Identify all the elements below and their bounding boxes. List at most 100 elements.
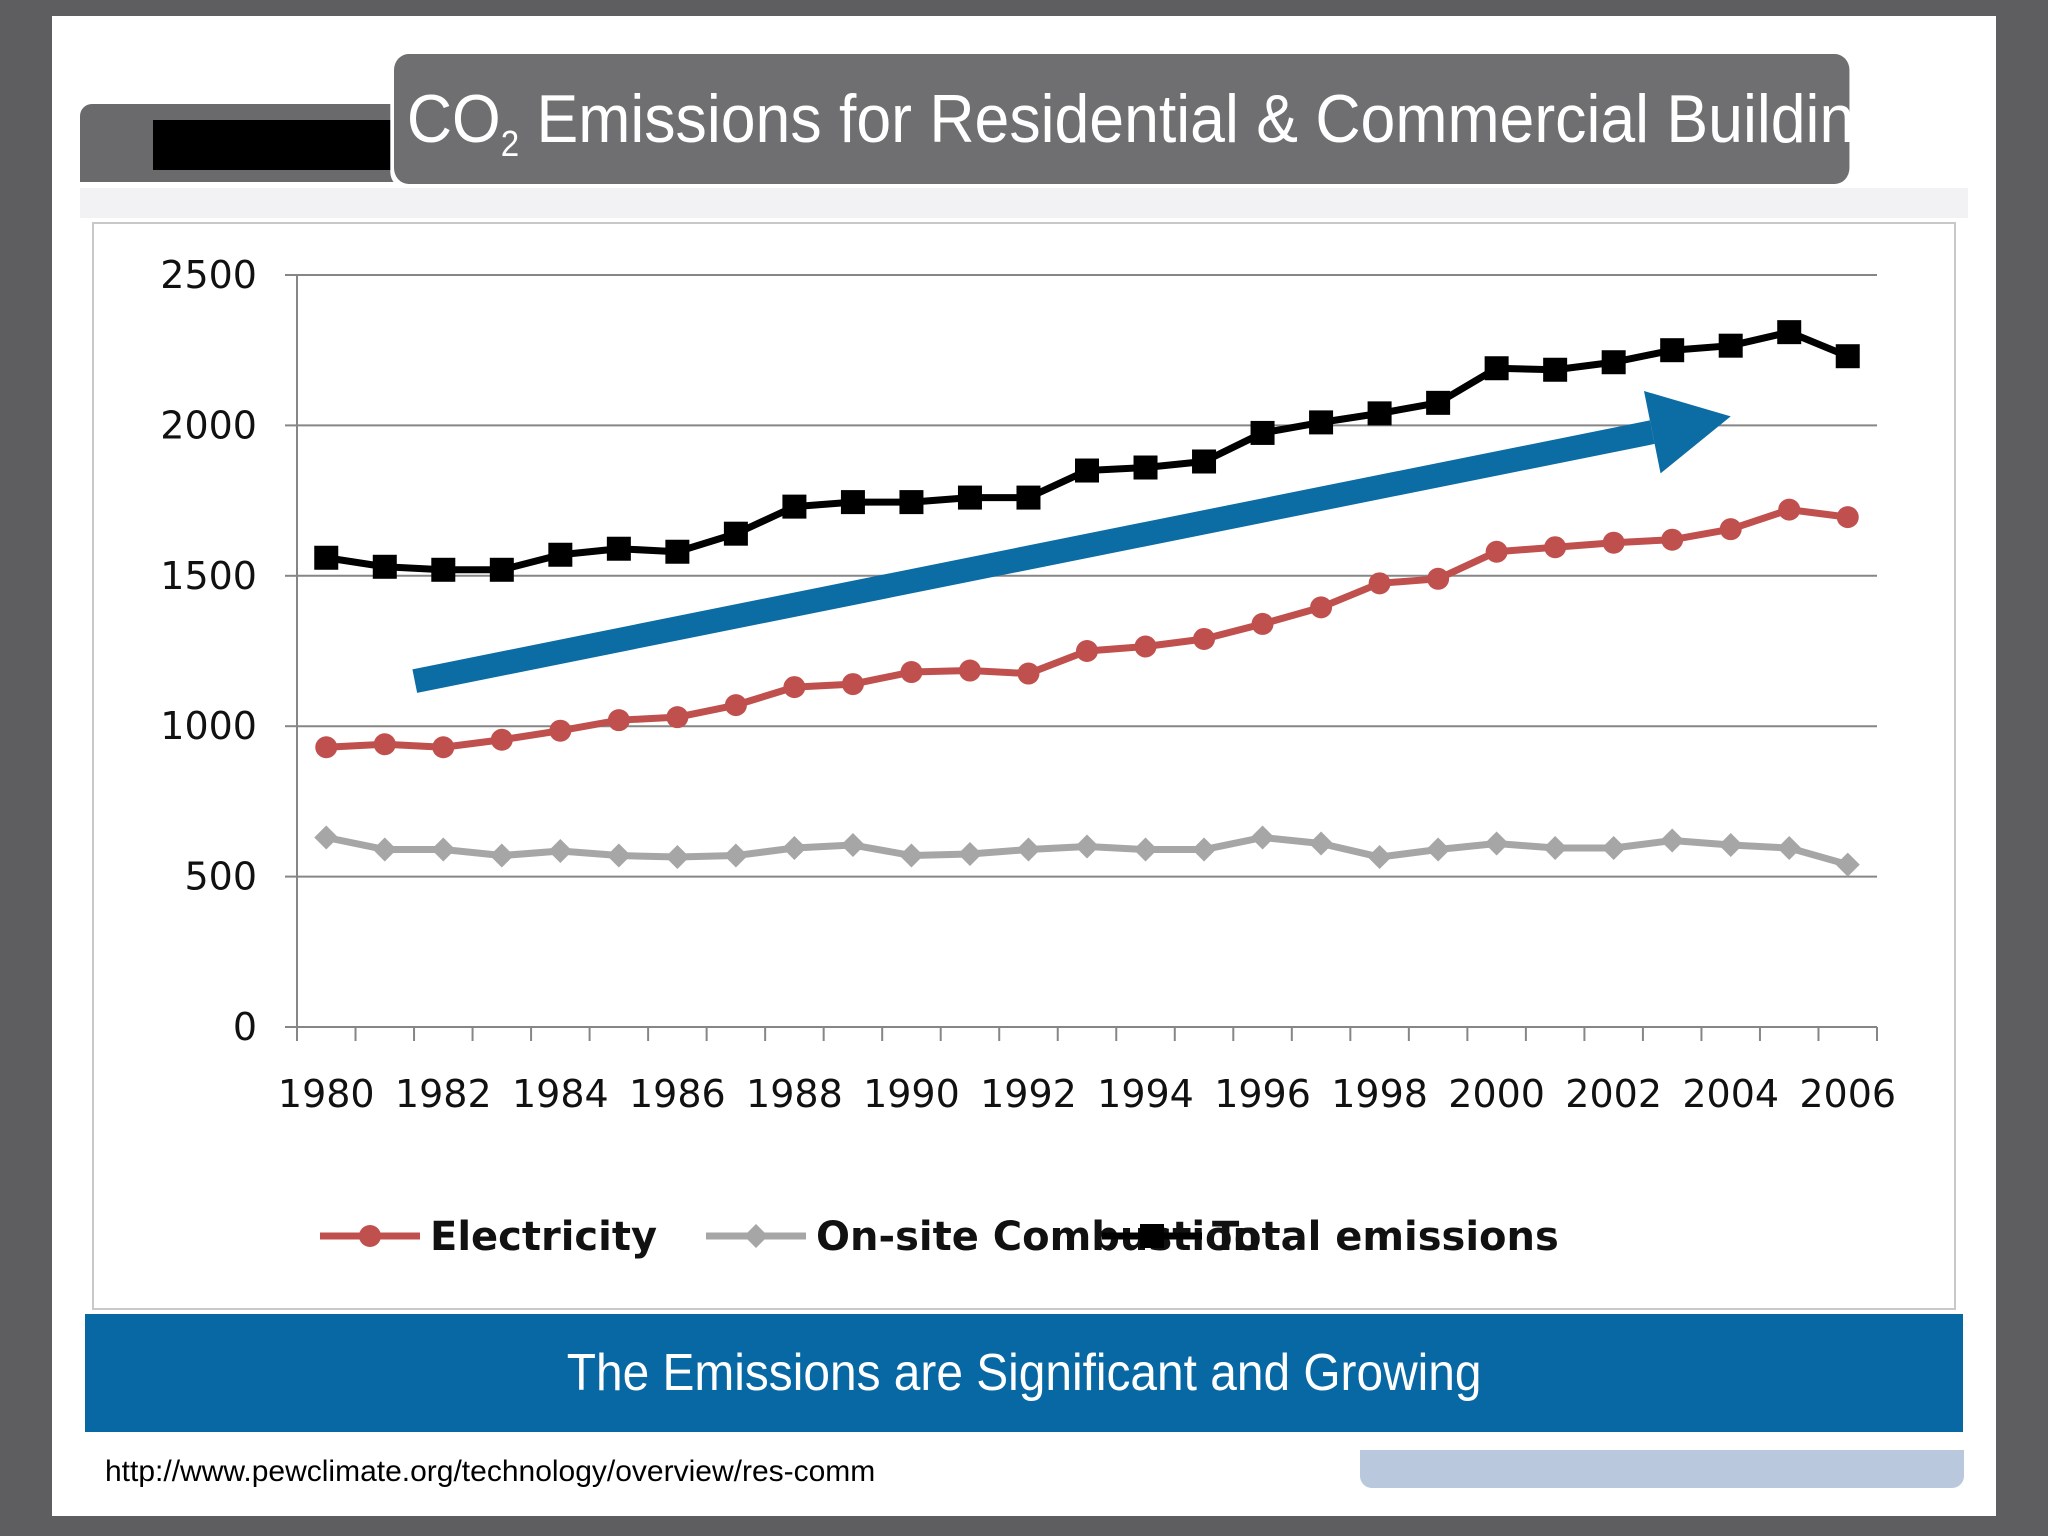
content-strip bbox=[80, 188, 1968, 218]
data-point-0-23 bbox=[1661, 528, 1684, 551]
data-point-1-18 bbox=[1367, 845, 1392, 870]
data-point-2-5 bbox=[606, 536, 631, 561]
x-tick-label-1986: 1986 bbox=[629, 1072, 726, 1116]
x-tick-label-1982: 1982 bbox=[395, 1072, 492, 1116]
data-point-1-22 bbox=[1601, 836, 1626, 861]
data-point-1-2 bbox=[431, 837, 456, 862]
data-point-0-18 bbox=[1368, 572, 1391, 595]
data-point-2-20 bbox=[1484, 356, 1509, 381]
data-point-2-11 bbox=[957, 485, 982, 510]
data-point-0-19 bbox=[1427, 567, 1450, 590]
data-point-0-6 bbox=[666, 706, 689, 729]
data-point-2-4 bbox=[548, 542, 573, 567]
annotation-layer bbox=[412, 390, 1731, 693]
banner-text: The Emissions are Significant and Growin… bbox=[566, 1344, 1482, 1402]
data-point-1-20 bbox=[1484, 831, 1509, 856]
data-point-0-22 bbox=[1602, 531, 1625, 554]
data-point-2-2 bbox=[431, 557, 456, 582]
legend-label-0: Electricity bbox=[430, 1214, 657, 1260]
data-point-0-15 bbox=[1193, 627, 1216, 650]
data-point-2-19 bbox=[1426, 390, 1451, 415]
data-point-0-10 bbox=[900, 661, 923, 684]
data-point-1-10 bbox=[899, 843, 924, 868]
data-point-1-13 bbox=[1075, 834, 1099, 859]
x-tick-label-2006: 2006 bbox=[1799, 1072, 1896, 1116]
data-point-1-8 bbox=[782, 836, 807, 861]
x-tick-label-2000: 2000 bbox=[1448, 1072, 1545, 1116]
x-tick-label-1994: 1994 bbox=[1097, 1072, 1194, 1116]
header-tab bbox=[80, 104, 410, 182]
redaction-bar bbox=[153, 120, 393, 170]
data-point-1-1 bbox=[372, 837, 397, 862]
data-point-0-21 bbox=[1544, 536, 1567, 559]
x-tick-label-1980: 1980 bbox=[278, 1072, 375, 1116]
slide-title: CO2 Emissions for Residential & Commerci… bbox=[394, 54, 1920, 184]
data-point-1-24 bbox=[1718, 833, 1743, 858]
trend-arrow-head bbox=[1643, 390, 1731, 474]
series-electricity bbox=[315, 498, 1859, 759]
series-layer bbox=[314, 320, 1860, 877]
data-point-1-4 bbox=[548, 839, 573, 864]
data-point-1-9 bbox=[840, 833, 865, 858]
x-tick-label-1996: 1996 bbox=[1214, 1072, 1311, 1116]
data-point-2-25 bbox=[1777, 320, 1802, 345]
y-tick-label-1500: 1500 bbox=[160, 554, 257, 598]
data-point-1-6 bbox=[665, 845, 690, 870]
x-tick-label-1988: 1988 bbox=[746, 1072, 843, 1116]
data-point-1-17 bbox=[1309, 831, 1334, 856]
data-point-0-9 bbox=[841, 673, 864, 696]
data-point-1-15 bbox=[1192, 837, 1217, 862]
key-message-banner: The Emissions are Significant and Growin… bbox=[85, 1314, 1963, 1432]
series-on-site-combustion bbox=[314, 825, 1860, 877]
data-point-1-19 bbox=[1426, 837, 1451, 862]
data-point-0-14 bbox=[1134, 635, 1157, 658]
data-point-0-8 bbox=[783, 676, 806, 699]
data-point-0-4 bbox=[549, 719, 572, 742]
source-link[interactable]: http://www.pewclimate.org/technology/ove… bbox=[105, 1455, 876, 1488]
x-tick-label-1984: 1984 bbox=[512, 1072, 609, 1116]
data-point-0-17 bbox=[1310, 596, 1333, 619]
data-point-1-0 bbox=[314, 825, 339, 850]
data-point-0-25 bbox=[1778, 498, 1801, 521]
legend-item-0: Electricity bbox=[320, 1214, 657, 1260]
data-point-2-10 bbox=[899, 490, 924, 515]
data-point-1-23 bbox=[1660, 828, 1685, 853]
emissions-line-chart: 0 500 1000 1500 2000 2500 1980 1982 1984 1986 1988… bbox=[160, 253, 1896, 1260]
y-tick-label-1000: 1000 bbox=[160, 704, 257, 748]
data-point-2-21 bbox=[1543, 357, 1568, 382]
legend-marker-1 bbox=[744, 1224, 768, 1248]
legend-label-2: Total emissions bbox=[1212, 1214, 1559, 1260]
data-point-2-0 bbox=[314, 545, 339, 570]
data-point-2-14 bbox=[1133, 455, 1158, 480]
data-point-0-3 bbox=[490, 728, 513, 751]
title-co: CO bbox=[406, 81, 501, 157]
data-point-1-14 bbox=[1133, 837, 1158, 862]
data-point-2-17 bbox=[1309, 410, 1334, 435]
data-point-1-5 bbox=[606, 843, 631, 868]
data-point-2-22 bbox=[1601, 350, 1626, 375]
data-point-2-3 bbox=[489, 557, 514, 582]
y-tick-label-0: 0 bbox=[233, 1005, 257, 1049]
x-tick-label-2002: 2002 bbox=[1565, 1072, 1662, 1116]
data-point-0-24 bbox=[1719, 518, 1742, 541]
data-point-2-13 bbox=[1075, 458, 1099, 483]
x-tick-label-1998: 1998 bbox=[1331, 1072, 1428, 1116]
x-tick-label-1992: 1992 bbox=[980, 1072, 1077, 1116]
data-point-0-0 bbox=[315, 736, 338, 759]
data-point-2-18 bbox=[1367, 401, 1392, 426]
data-point-2-16 bbox=[1250, 420, 1275, 445]
data-point-0-5 bbox=[607, 709, 630, 732]
data-point-1-12 bbox=[1016, 837, 1041, 862]
data-point-1-16 bbox=[1250, 825, 1275, 850]
data-point-1-21 bbox=[1543, 836, 1568, 861]
data-point-2-12 bbox=[1016, 485, 1041, 510]
data-point-1-7 bbox=[723, 843, 748, 868]
chart-frame bbox=[92, 222, 1956, 1310]
legend-marker-0 bbox=[359, 1225, 381, 1247]
data-point-2-23 bbox=[1660, 338, 1685, 363]
legend-item-2: Total emissions bbox=[1102, 1214, 1559, 1260]
data-point-0-20 bbox=[1485, 540, 1508, 563]
data-point-1-25 bbox=[1777, 836, 1802, 861]
data-point-1-26 bbox=[1835, 852, 1860, 877]
